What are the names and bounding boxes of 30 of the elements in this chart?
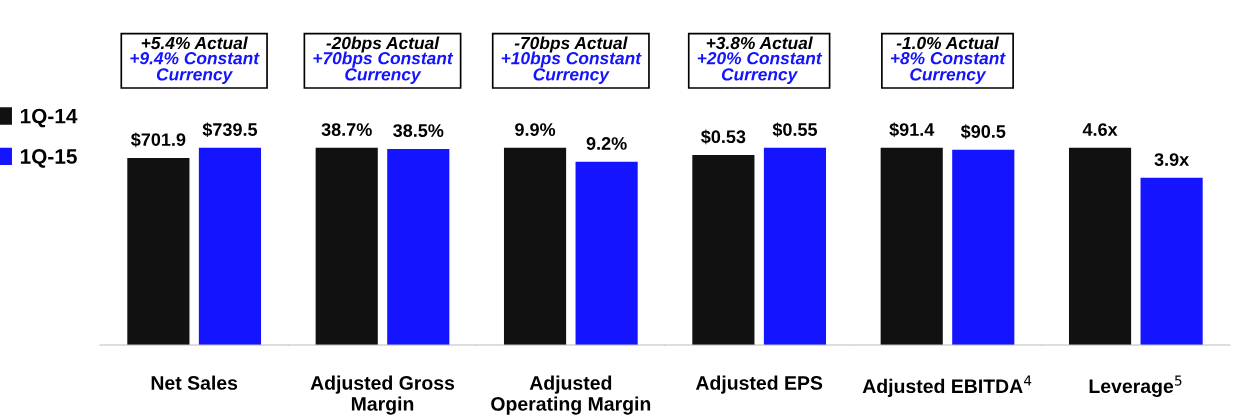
data-label: $701.9 <box>131 132 186 148</box>
x-tick-label: Adjusted Gross Margin <box>310 375 455 415</box>
text: +70bps Constant Currency <box>313 51 454 84</box>
data-label: $0.55 <box>772 122 818 138</box>
x-tick-label: Adjusted EBITDA$^{4}$ <box>862 375 1032 397</box>
x-tick-label: Adjusted Operating Margin <box>491 375 651 415</box>
x-tick-label: Adjusted EPS <box>695 375 823 394</box>
text: -1.0% Actual <box>896 36 1000 50</box>
data-label: $90.5 <box>960 124 1006 140</box>
data-label: $739.5 <box>202 122 258 138</box>
data-label: 9.2% <box>586 137 627 150</box>
data-label: 4.6x <box>1082 123 1118 136</box>
data-label: 38.5% <box>393 124 444 137</box>
text: -70bps Actual <box>514 36 628 53</box>
text: +8% Constant Currency <box>890 52 1006 84</box>
data-label: 3.9x <box>1154 153 1190 166</box>
text: +10bps Constant Currency <box>501 51 642 84</box>
x-tick-label: Leverage$^{5}$ <box>1089 375 1182 398</box>
text: +5.4% Actual <box>141 36 248 50</box>
data-label: $0.53 <box>701 129 746 145</box>
legend-label: 1Q-14 <box>20 108 78 128</box>
text: +20% Constant Currency <box>697 52 823 84</box>
data-label: $91.4 <box>889 122 935 138</box>
x-tick-label: Net Sales <box>151 375 238 390</box>
text: +9.4% Constant Currency <box>130 52 260 84</box>
data-label: 9.9% <box>515 123 556 136</box>
legend-label: 1Q-15 <box>20 149 77 168</box>
text: +3.8% Actual <box>706 36 813 50</box>
text: -20bps Actual <box>326 36 440 53</box>
data-label: 38.7% <box>321 123 372 136</box>
